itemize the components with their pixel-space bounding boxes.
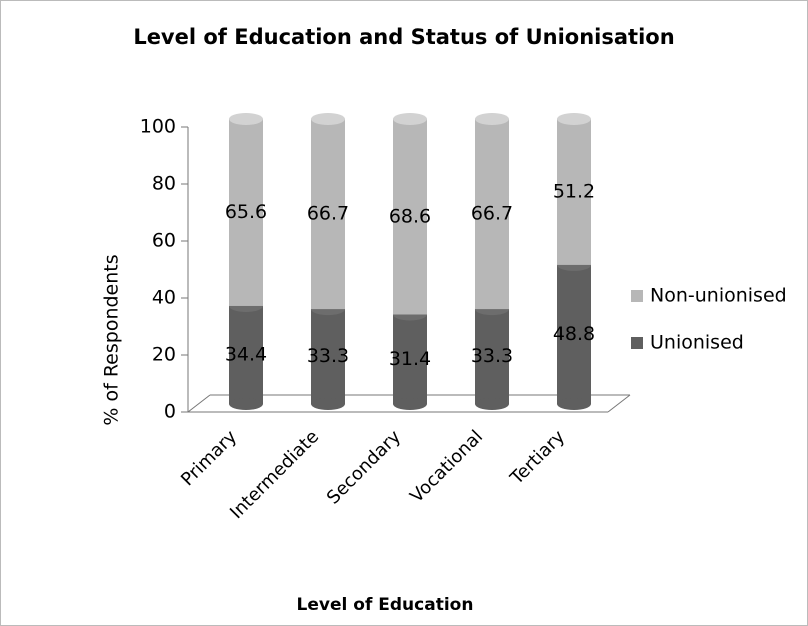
cylinder-body (557, 264, 591, 404)
cylinder-base (393, 398, 427, 410)
value-label: 66.7 (307, 203, 349, 225)
cylinder-body (557, 119, 591, 265)
legend-swatch (631, 290, 643, 302)
legend-label: Non-unionised (650, 285, 787, 307)
cylinder-top (229, 113, 263, 125)
cylinder-body (475, 119, 509, 310)
cylinder-top (557, 113, 591, 125)
value-label: 68.6 (389, 205, 431, 227)
value-label: 66.7 (471, 203, 513, 225)
cylinder-body (229, 119, 263, 306)
cylinder-top (475, 113, 509, 125)
cylinder-base (229, 398, 263, 410)
chart-title: Level of Education and Status of Unionis… (133, 25, 674, 49)
cylinder-body (393, 314, 427, 404)
value-label: 34.4 (225, 343, 267, 365)
y-tick-label: 60 (152, 230, 176, 252)
bar-segment (311, 113, 345, 310)
value-label: 51.2 (553, 180, 595, 202)
bar-segment (475, 303, 509, 410)
y-tick-label: 20 (152, 344, 176, 366)
value-label: 65.6 (225, 201, 267, 223)
value-label: 48.8 (553, 323, 595, 345)
legend-label: Unionised (650, 332, 744, 354)
y-tick-label: 0 (164, 401, 176, 423)
cylinder-body (393, 119, 427, 315)
bar-segment (393, 113, 427, 315)
cylinder-body (475, 309, 509, 404)
y-axis-label: % of Respondents (101, 254, 123, 425)
cylinder-top (393, 113, 427, 125)
value-label: 31.4 (389, 348, 431, 370)
bar-segment (557, 258, 591, 410)
bar-segment (557, 113, 591, 265)
y-tick-label: 80 (152, 173, 176, 195)
value-label: 33.3 (307, 345, 349, 367)
bar-segment (229, 113, 263, 306)
cylinder-base (557, 398, 591, 410)
legend-swatch (631, 337, 643, 349)
bar-segment (393, 308, 427, 410)
y-tick-label: 100 (140, 116, 176, 138)
cylinder-top (311, 113, 345, 125)
cylinder-base (475, 398, 509, 410)
bar-segment (475, 113, 509, 310)
cylinder-body (311, 309, 345, 404)
y-tick-label: 40 (152, 287, 176, 309)
x-axis-label: Level of Education (297, 595, 474, 615)
value-label: 33.3 (471, 345, 513, 367)
cylinder-body (229, 305, 263, 404)
cylinder-base (311, 398, 345, 410)
cylinder-body (311, 119, 345, 310)
